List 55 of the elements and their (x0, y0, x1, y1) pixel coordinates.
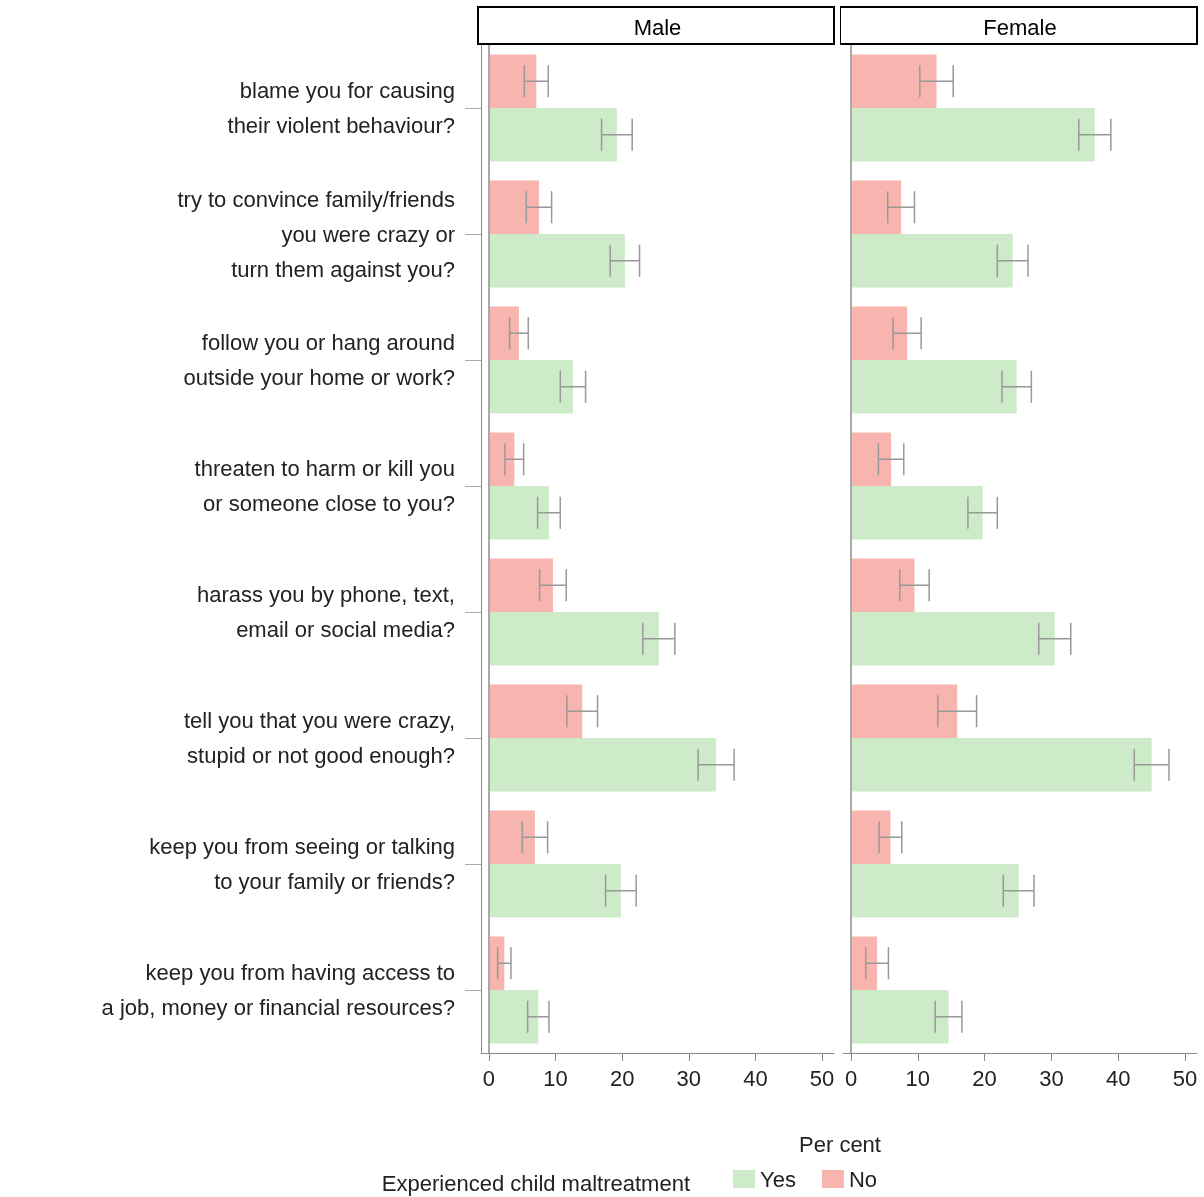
y-tick-label: blame you for causing their violent behaviour? (227, 78, 455, 138)
bar (851, 360, 1017, 414)
bar (851, 810, 891, 864)
x-tick-label: 10 (543, 1065, 568, 1091)
y-tick-label: keep you from having access to a job, money or financial resources? (101, 960, 455, 1020)
x-axis-title: Per cent (799, 1131, 881, 1157)
x-tick-label: 0 (482, 1065, 496, 1091)
y-tick-label: follow you or hang around outside your home or work? (183, 330, 455, 390)
y-tick-label: try to convince family/friends you were crazy or turn them against you? (177, 186, 455, 282)
bar (488, 54, 537, 108)
bar (851, 684, 958, 738)
bar (488, 810, 535, 864)
bar (851, 54, 937, 108)
bar (851, 486, 983, 540)
x-tick-label: 20 (609, 1065, 635, 1091)
x-tick-label: 40 (1105, 1065, 1131, 1091)
bar (488, 306, 519, 360)
bar (851, 306, 908, 360)
x-tick-label: 0 (844, 1065, 858, 1091)
x-tick-label: 30 (1039, 1065, 1064, 1091)
x-tick-label: 50 (809, 1065, 835, 1091)
bar (851, 180, 902, 234)
bar (488, 234, 625, 288)
bar (851, 864, 1019, 918)
bar (488, 360, 573, 414)
bar (488, 558, 553, 612)
bar (851, 990, 949, 1044)
bar (488, 486, 549, 540)
chart-title: Female (983, 14, 1057, 40)
chart-title: Male (633, 14, 682, 40)
bar (851, 234, 1013, 288)
y-tick-label: tell you that you were crazy, stupid or not good enough? (183, 708, 455, 768)
bar (488, 990, 539, 1044)
legend-label: No (848, 1166, 878, 1192)
bar (488, 738, 717, 792)
bar (488, 684, 583, 738)
bar (488, 612, 659, 666)
bar (488, 180, 539, 234)
y-tick-label: keep you from seeing or talking to your family or friends? (149, 834, 455, 894)
y-tick-label: harass you by phone, text, email or social media? (196, 582, 455, 642)
bar (851, 612, 1055, 666)
bar (851, 738, 1152, 792)
x-tick-label: 50 (1172, 1065, 1198, 1091)
x-tick-label: 10 (905, 1065, 931, 1091)
x-tick-label: 30 (676, 1065, 702, 1091)
x-tick-label: 40 (743, 1065, 768, 1091)
legend-title: Experienced child maltreatment (381, 1170, 690, 1196)
bar (488, 864, 621, 918)
legend-label: Yes (760, 1166, 796, 1192)
bar (851, 558, 915, 612)
bar (851, 432, 892, 486)
bar (851, 108, 1095, 162)
y-tick-label: threaten to harm or kill you or someone close to you? (194, 456, 455, 516)
bar (488, 108, 617, 162)
x-tick-label: 20 (972, 1065, 997, 1091)
